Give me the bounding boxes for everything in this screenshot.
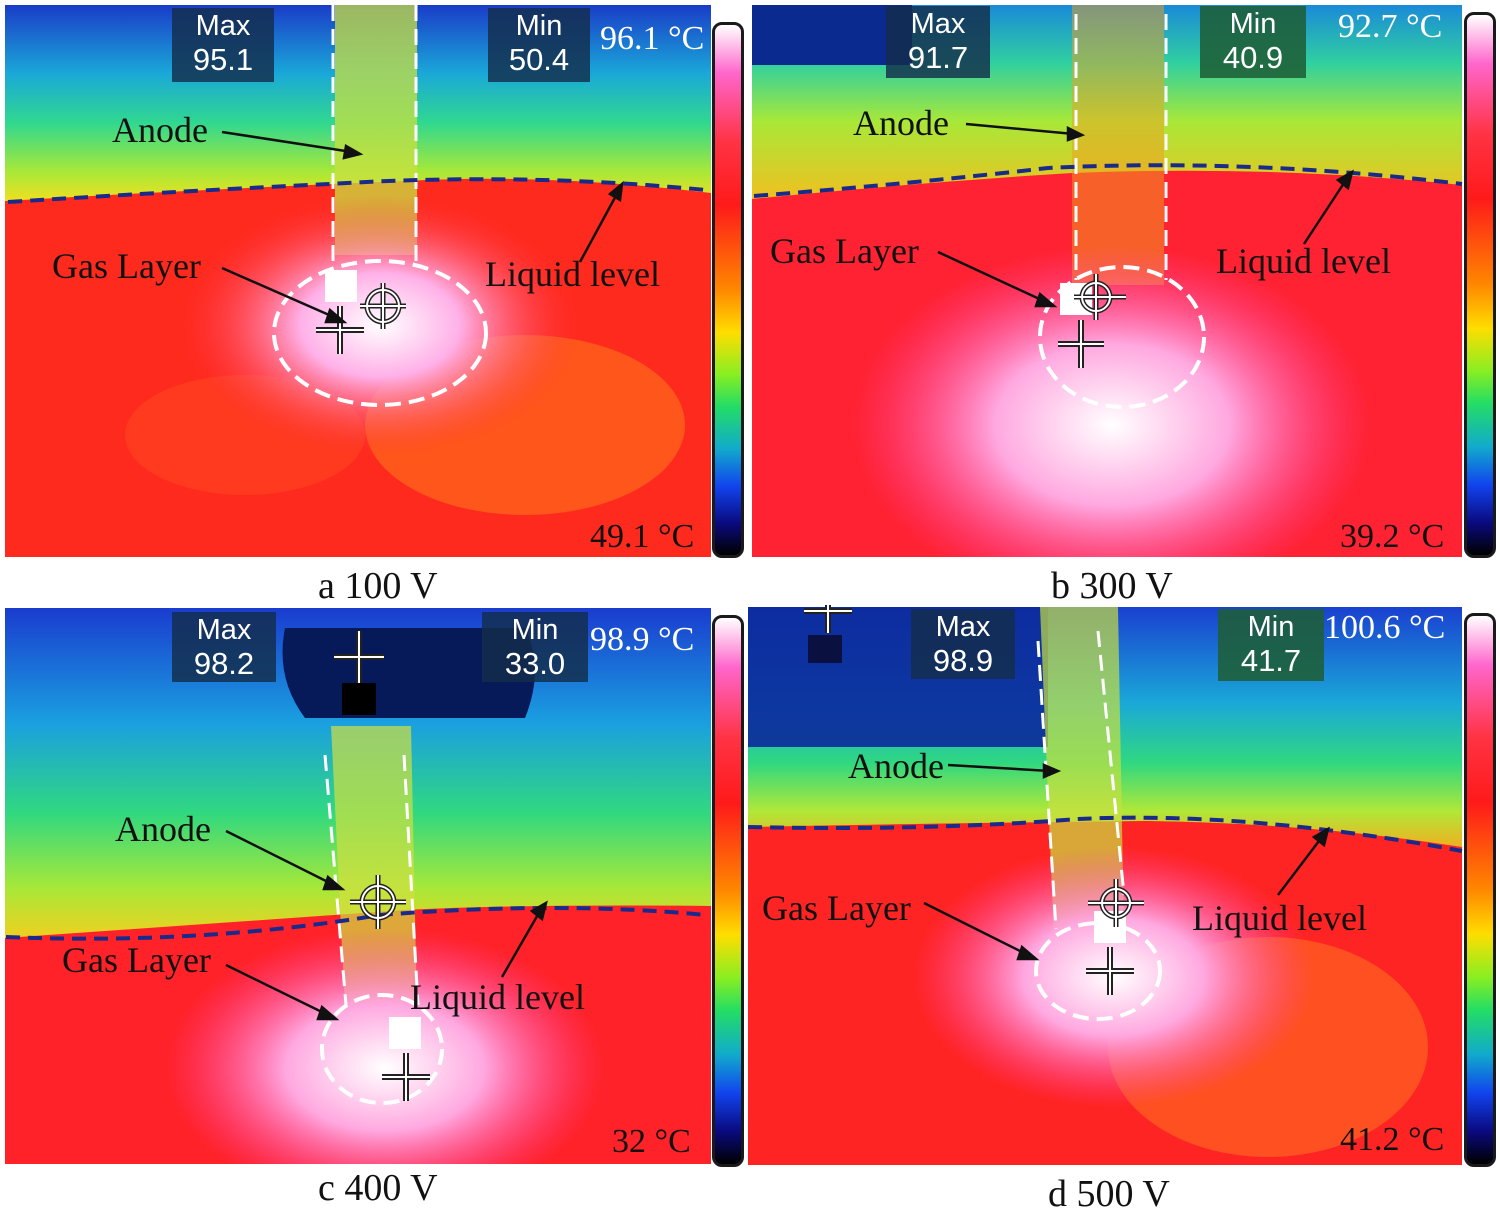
liquid-level-label: Liquid level <box>485 254 660 294</box>
panel-c: Max 98.2 Min 33.0 98.9 °C 32 °C Anode Gas … <box>0 605 745 1209</box>
min-readout: Min 50.4 <box>488 8 590 82</box>
range-top-temp: 92.7 °C <box>1338 8 1443 45</box>
gas-layer-label: Gas Layer <box>762 888 911 928</box>
panel-caption: a 100 V <box>318 565 438 607</box>
max-readout: Max 98.9 <box>911 609 1015 679</box>
gas-layer-label: Gas Layer <box>52 246 201 286</box>
range-top-temp: 96.1 °C <box>600 20 705 57</box>
range-bottom-temp: 49.1 °C <box>590 518 695 555</box>
color-scale-bar <box>1464 12 1496 558</box>
color-scale-bar <box>1464 613 1496 1167</box>
panel-a: Max 95.1 Min 50.4 96.1 °C 49.1 °C Anode Ga… <box>0 0 745 605</box>
thermal-image-b <box>752 5 1462 557</box>
anode-label: Anode <box>112 110 208 150</box>
thermal-image-d <box>748 607 1462 1165</box>
gas-layer-label: Gas Layer <box>770 231 919 271</box>
min-readout: Min 40.9 <box>1200 6 1306 78</box>
range-bottom-temp: 41.2 °C <box>1340 1121 1445 1158</box>
color-scale-bar <box>712 615 744 1167</box>
liquid-level-label: Liquid level <box>410 977 585 1017</box>
range-top-temp: 98.9 °C <box>590 621 695 658</box>
range-bottom-temp: 39.2 °C <box>1340 518 1445 555</box>
max-readout: Max 91.7 <box>886 6 990 78</box>
range-top-temp: 100.6 °C <box>1324 609 1446 646</box>
max-readout: Max 95.1 <box>172 8 274 82</box>
panel-caption: d 500 V <box>1048 1173 1170 1215</box>
max-readout: Max 98.2 <box>172 612 276 682</box>
thermal-image-c <box>5 608 711 1164</box>
color-scale-bar <box>712 22 744 558</box>
anode-label: Anode <box>115 809 211 849</box>
panel-b: Max 91.7 Min 40.9 92.7 °C 39.2 °C Anode Ga… <box>748 0 1500 605</box>
range-bottom-temp: 32 °C <box>612 1123 691 1160</box>
min-readout: Min 33.0 <box>482 612 588 682</box>
min-readout: Min 41.7 <box>1218 609 1324 681</box>
anode-label: Anode <box>853 103 949 143</box>
liquid-level-label: Liquid level <box>1216 241 1391 281</box>
panel-d: Max 98.9 Min 41.7 100.6 °C 41.2 °C Anode G… <box>748 605 1500 1213</box>
panel-caption: c 400 V <box>318 1167 438 1209</box>
gas-layer-label: Gas Layer <box>62 940 211 980</box>
anode-label: Anode <box>848 746 944 786</box>
liquid-level-label: Liquid level <box>1192 898 1367 938</box>
panel-caption: b 300 V <box>1051 565 1173 607</box>
